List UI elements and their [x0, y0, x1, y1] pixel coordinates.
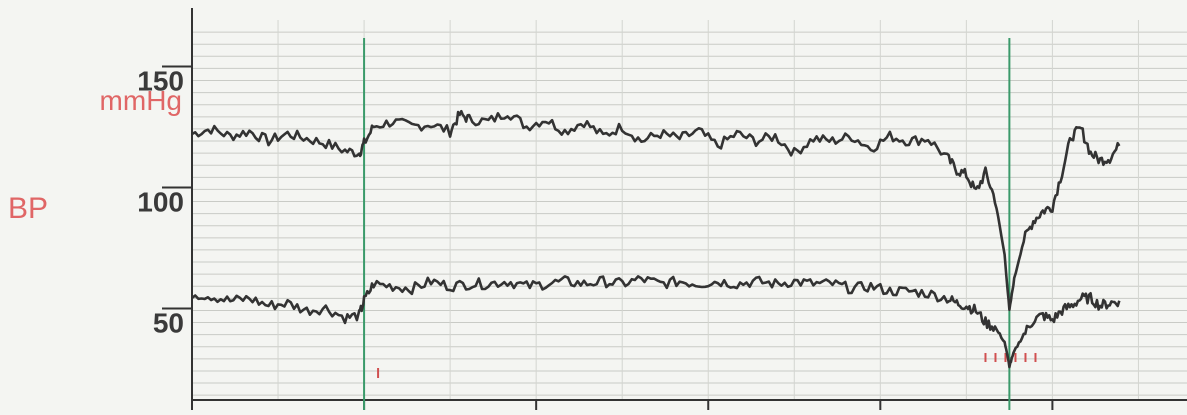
grid [191, 20, 1187, 400]
y-axis-label: BP [8, 192, 48, 225]
bp-series-line-2 [191, 275, 1121, 369]
y-tick-label: 50 [153, 308, 184, 339]
y-tick-label: 100 [137, 187, 184, 218]
y-unit-label: mmHg [100, 85, 182, 116]
series-group [191, 109, 1121, 369]
y-ticks: 150 100 50 [137, 65, 192, 339]
event-markers [363, 38, 1037, 410]
y-tick-label: 150 [137, 66, 184, 97]
bp-series-line-1 [191, 109, 1121, 312]
